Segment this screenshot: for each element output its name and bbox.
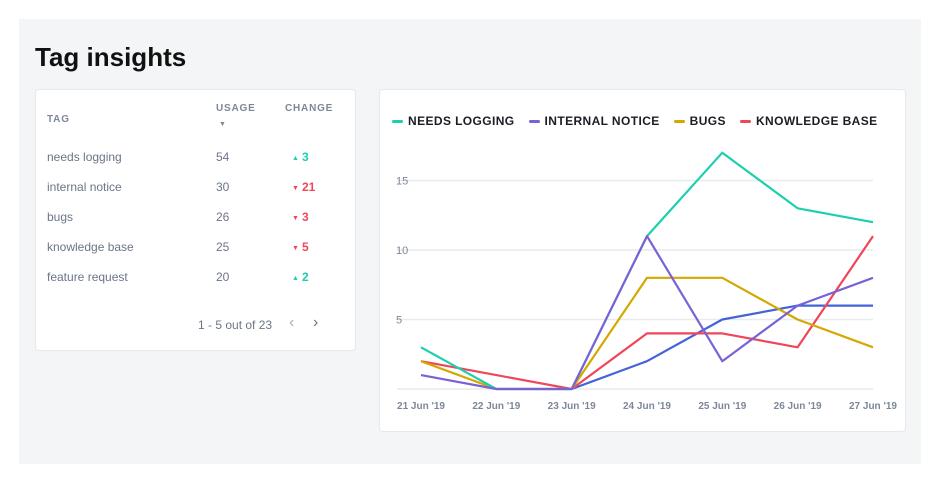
x-tick-label: 21 Jun '19 xyxy=(397,401,445,412)
series-line-needs-logging xyxy=(420,151,874,391)
legend-item[interactable]: KNOWLEDGE BASE xyxy=(739,114,878,128)
x-tick-label: 22 Jun '19 xyxy=(472,401,520,412)
legend-item[interactable]: BUGS xyxy=(673,114,726,128)
table-row[interactable]: bugs 26 ▼ 3 xyxy=(36,210,355,232)
arrow-down-icon: ▼ xyxy=(292,185,299,192)
legend-item[interactable]: NEEDS LOGGING xyxy=(392,114,515,128)
change-value: ▼ 5 xyxy=(292,240,309,254)
table-row[interactable]: feature request 20 ▲ 2 xyxy=(36,270,355,292)
usage-value: 26 xyxy=(216,210,230,224)
series-line-internal-notice xyxy=(420,235,874,391)
x-tick-label: 23 Jun '19 xyxy=(548,401,596,412)
column-header-usage[interactable]: USAGE xyxy=(216,103,256,114)
usage-value: 25 xyxy=(216,240,230,254)
y-tick-label: 15 xyxy=(396,176,408,188)
legend-label: NEEDS LOGGING xyxy=(408,114,515,128)
change-amount: 21 xyxy=(301,180,316,194)
prev-page-button[interactable]: ‹ xyxy=(289,314,295,331)
x-tick-label: 26 Jun '19 xyxy=(774,401,822,412)
tag-name: bugs xyxy=(47,210,74,224)
x-tick-label: 27 Jun '19 xyxy=(849,401,897,412)
tag-name: feature request xyxy=(47,270,128,284)
legend-swatch xyxy=(739,119,751,123)
table-row[interactable]: internal notice 30 ▼ 21 xyxy=(36,180,355,202)
chart-legend: NEEDS LOGGING INTERNAL NOTICE BUGS KNOWLEDG… xyxy=(392,114,892,128)
legend-swatch xyxy=(528,119,540,123)
legend-label: BUGS xyxy=(689,114,726,128)
legend-swatch xyxy=(392,119,403,123)
arrow-down-icon: ▼ xyxy=(292,245,299,252)
legend-swatch xyxy=(673,119,685,123)
change-amount: 2 xyxy=(301,270,309,284)
column-header-change[interactable]: CHANGE xyxy=(285,103,334,114)
y-tick-label: 10 xyxy=(396,245,408,257)
tag-name: internal notice xyxy=(47,180,122,194)
change-value: ▼ 21 xyxy=(292,180,315,194)
next-page-button[interactable]: › xyxy=(313,314,319,331)
tag-name: knowledge base xyxy=(47,240,134,254)
column-header-tag[interactable]: TAG xyxy=(47,114,70,125)
usage-value: 54 xyxy=(216,150,230,164)
arrow-up-icon: ▲ xyxy=(292,275,299,282)
tag-chart-card: 5 10 15 21 Jun '19 22 Jun '19 23 Jun '19 24 Ju… xyxy=(379,89,906,432)
usage-value: 30 xyxy=(216,180,230,194)
change-value: ▲ 3 xyxy=(292,150,309,164)
legend-item[interactable]: INTERNAL NOTICE xyxy=(528,114,660,128)
tag-name: needs logging xyxy=(47,150,122,164)
y-tick-label: 5 xyxy=(396,315,402,327)
change-amount: 3 xyxy=(301,210,309,224)
series-line-unlabeled xyxy=(571,304,873,391)
table-row[interactable]: needs logging 54 ▲ 3 xyxy=(36,150,355,172)
page-title: Tag insights xyxy=(35,42,187,72)
arrow-up-icon: ▲ xyxy=(292,155,299,162)
x-tick-label: 24 Jun '19 xyxy=(623,401,671,412)
change-amount: 3 xyxy=(301,150,309,164)
x-tick-label: 25 Jun '19 xyxy=(698,401,746,412)
sort-desc-icon[interactable]: ▼ xyxy=(219,121,226,128)
change-amount: 5 xyxy=(301,240,309,254)
arrow-down-icon: ▼ xyxy=(292,215,299,222)
change-value: ▲ 2 xyxy=(292,270,309,284)
tag-table-card: TAG USAGE ▼ CHANGE needs logging 54 ▲ 3 inte… xyxy=(35,89,356,351)
line-chart: 5 10 15 21 Jun '19 22 Jun '19 23 Jun '19 24 Ju… xyxy=(396,151,897,412)
legend-label: KNOWLEDGE BASE xyxy=(755,114,878,128)
pagination-text: 1 - 5 out of 23 xyxy=(198,318,273,332)
table-row[interactable]: knowledge base 25 ▼ 5 xyxy=(36,240,355,262)
legend-label: INTERNAL NOTICE xyxy=(544,114,660,128)
series-line-knowledge-base xyxy=(420,235,874,391)
usage-value: 20 xyxy=(216,270,230,284)
change-value: ▼ 3 xyxy=(292,210,309,224)
